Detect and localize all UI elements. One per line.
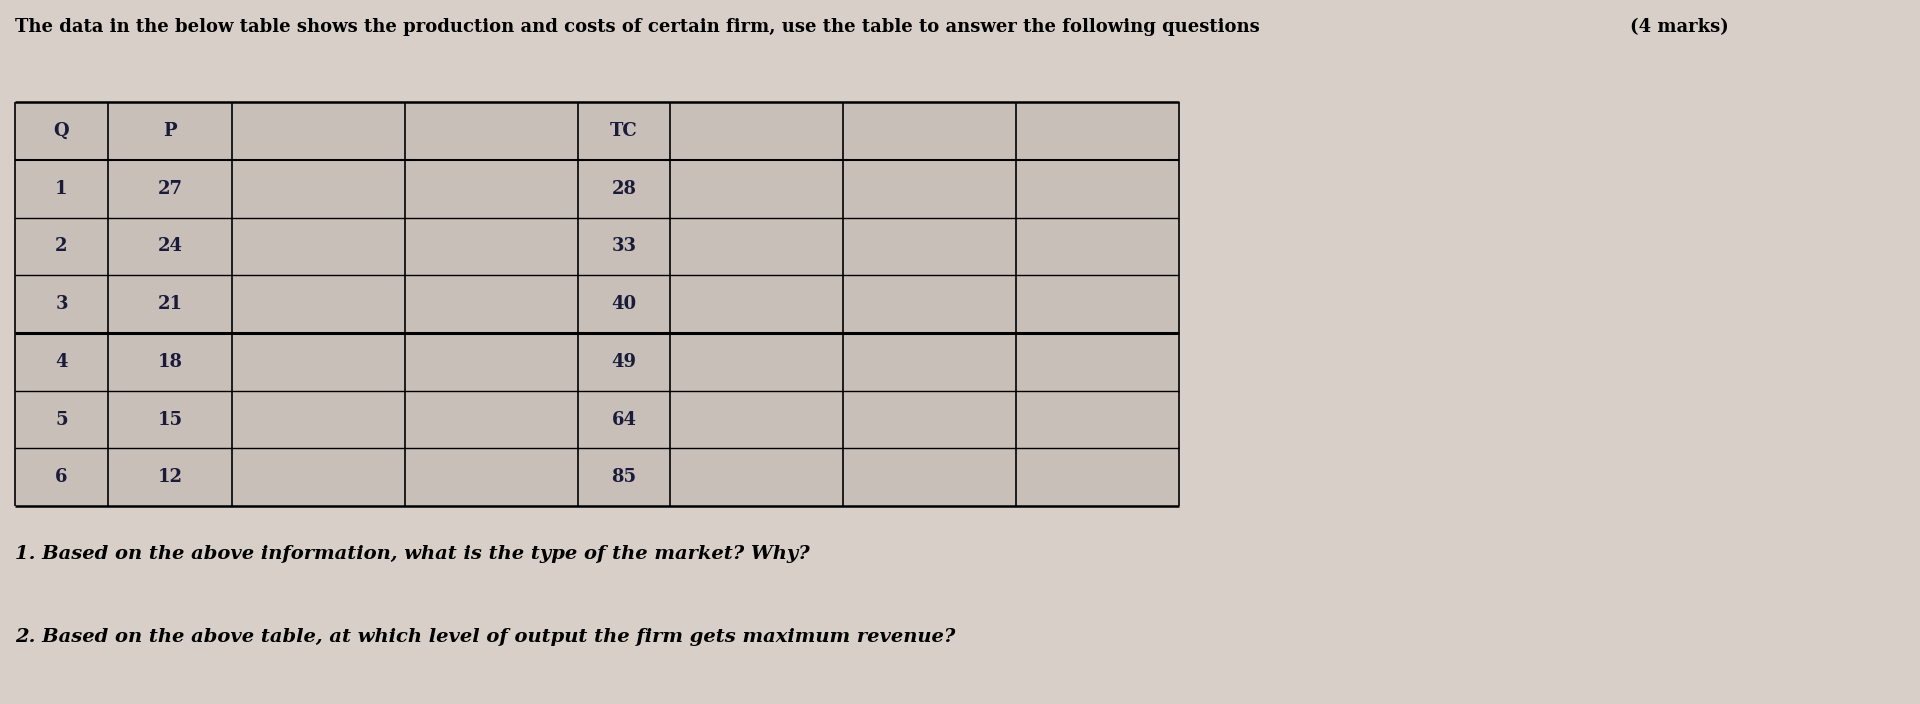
Text: 2. Based on the above table, at which level of output the firm gets maximum reve: 2. Based on the above table, at which le… xyxy=(15,628,956,646)
Bar xyxy=(15,102,1179,506)
Text: 1. Based on the above information, what is the type of the market? Why?: 1. Based on the above information, what … xyxy=(15,545,810,563)
Text: 4: 4 xyxy=(56,353,67,371)
Text: 18: 18 xyxy=(157,353,182,371)
Text: Q: Q xyxy=(54,122,69,140)
Text: 85: 85 xyxy=(611,468,637,486)
Text: TC: TC xyxy=(611,122,637,140)
Text: 24: 24 xyxy=(157,237,182,256)
Text: 15: 15 xyxy=(157,410,182,429)
Text: 28: 28 xyxy=(611,180,637,198)
Text: The data in the below table shows the production and costs of certain firm, use : The data in the below table shows the pr… xyxy=(15,18,1267,36)
Text: 12: 12 xyxy=(157,468,182,486)
Text: P: P xyxy=(163,122,177,140)
Text: 64: 64 xyxy=(611,410,637,429)
Text: 3: 3 xyxy=(56,295,67,313)
Text: 40: 40 xyxy=(611,295,637,313)
Text: 2: 2 xyxy=(56,237,67,256)
Text: 49: 49 xyxy=(611,353,637,371)
Text: 6: 6 xyxy=(56,468,67,486)
Text: (4 marks): (4 marks) xyxy=(1630,18,1728,36)
Text: 27: 27 xyxy=(157,180,182,198)
Text: 33: 33 xyxy=(611,237,637,256)
Text: 5: 5 xyxy=(56,410,67,429)
Text: 1: 1 xyxy=(56,180,67,198)
Text: 21: 21 xyxy=(157,295,182,313)
